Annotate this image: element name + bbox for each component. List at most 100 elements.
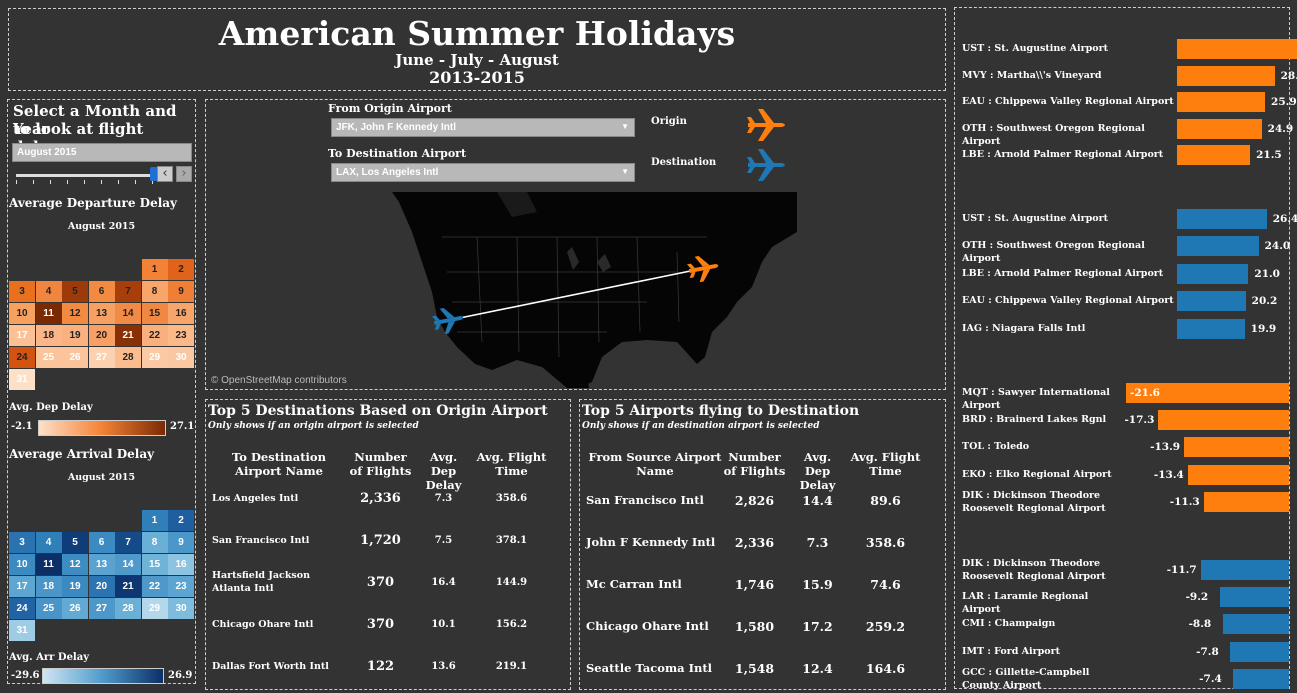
bar[interactable] <box>1184 437 1289 458</box>
calendar-day-cell[interactable]: 11 <box>35 554 62 575</box>
calendar-day-cell[interactable]: 16 <box>168 303 194 324</box>
calendar-day-cell[interactable]: 22 <box>141 576 168 597</box>
bar[interactable] <box>1177 236 1259 257</box>
calendar-day-cell[interactable]: 6 <box>88 532 115 553</box>
calendar-day-cell[interactable]: 31 <box>9 620 35 641</box>
table-header: To Destination Airport Name <box>232 450 326 478</box>
calendar-day-cell[interactable]: 29 <box>141 598 168 619</box>
calendar-day-cell[interactable]: 10 <box>9 303 35 324</box>
calendar-day-cell[interactable]: 23 <box>168 325 194 346</box>
calendar-day-cell[interactable]: 21 <box>115 325 141 346</box>
calendar-day-cell[interactable]: 12 <box>62 303 88 324</box>
month-slider-thumb[interactable] <box>150 167 158 181</box>
calendar-day-cell[interactable]: 20 <box>88 325 115 346</box>
calendar-day-cell[interactable]: 17 <box>9 325 35 346</box>
calendar-day-cell[interactable]: 3 <box>9 532 35 553</box>
calendar-day-cell[interactable]: 3 <box>9 281 35 302</box>
calendar-day-cell[interactable]: 30 <box>168 347 194 368</box>
bar[interactable] <box>1233 668 1289 689</box>
bar[interactable] <box>1177 39 1297 59</box>
dep-calendar-month: August 2015 <box>67 221 136 232</box>
bar[interactable] <box>1177 65 1275 86</box>
calendar-day-cell[interactable]: 1 <box>141 510 168 531</box>
legend-dest-label: Destination <box>651 157 717 168</box>
calendar-day-cell[interactable]: 8 <box>141 532 168 553</box>
calendar-day-cell[interactable]: 16 <box>168 554 194 575</box>
calendar-day-cell[interactable]: 19 <box>62 576 88 597</box>
calendar-day-cell[interactable]: 13 <box>88 554 115 575</box>
calendar-day-cell[interactable]: 5 <box>62 281 88 302</box>
calendar-day-cell[interactable]: 19 <box>62 325 88 346</box>
calendar-day-cell[interactable]: 20 <box>88 576 115 597</box>
calendar-day-cell[interactable]: 9 <box>168 532 194 553</box>
bar[interactable] <box>1126 383 1289 403</box>
dest-select[interactable]: LAX, Los Angeles Intl ▼ <box>331 163 635 182</box>
calendar-day-cell[interactable]: 27 <box>88 598 115 619</box>
calendar-day-cell[interactable]: 1 <box>141 259 168 280</box>
route-map[interactable] <box>207 192 944 388</box>
calendar-day-cell[interactable]: 14 <box>115 303 141 324</box>
calendar-day-cell[interactable]: 2 <box>168 510 194 531</box>
calendar-day-cell[interactable]: 26 <box>62 598 88 619</box>
bar[interactable] <box>1222 614 1289 635</box>
bar[interactable] <box>1177 263 1249 284</box>
bar[interactable] <box>1230 641 1289 662</box>
airport-name-cell: Dallas Fort Worth Intl <box>212 661 329 672</box>
calendar-day-cell[interactable]: 25 <box>35 598 62 619</box>
bar[interactable] <box>1177 92 1266 113</box>
calendar-day-cell[interactable]: 25 <box>35 347 62 368</box>
bar-value-label: -13.4 <box>1153 468 1184 481</box>
bar[interactable] <box>1177 118 1262 139</box>
calendar-day-cell[interactable]: 7 <box>115 532 141 553</box>
calendar-day-cell[interactable]: 21 <box>115 576 141 597</box>
calendar-day-cell[interactable]: 7 <box>115 281 141 302</box>
calendar-day-cell[interactable]: 15 <box>141 554 168 575</box>
calendar-day-cell[interactable]: 31 <box>9 369 35 390</box>
calendar-day-cell[interactable]: 13 <box>88 303 115 324</box>
src-table-title: Top 5 Airports flying to Destination <box>582 403 860 419</box>
calendar-day-cell[interactable]: 11 <box>35 303 62 324</box>
calendar-day-cell[interactable]: 12 <box>62 554 88 575</box>
calendar-day-cell[interactable]: 2 <box>168 259 194 280</box>
calendar-day-cell[interactable]: 24 <box>9 347 35 368</box>
calendar-day-cell[interactable]: 4 <box>35 532 62 553</box>
bar[interactable] <box>1177 318 1245 339</box>
calendar-day-cell[interactable]: 30 <box>168 598 194 619</box>
bar[interactable] <box>1203 491 1289 512</box>
bar[interactable] <box>1187 464 1289 485</box>
month-year-select[interactable]: August 2015 <box>12 143 192 162</box>
dep-legend-bar <box>38 420 166 436</box>
calendar-day-cell[interactable]: 17 <box>9 576 35 597</box>
month-selector-panel: Select a Month and Year to look at fligh… <box>7 99 196 684</box>
next-month-button[interactable]: › <box>176 166 192 182</box>
calendar-day-cell[interactable]: 10 <box>9 554 35 575</box>
calendar-day-cell[interactable]: 14 <box>115 554 141 575</box>
bar[interactable] <box>1177 145 1251 166</box>
origin-select[interactable]: JFK, John F Kennedy Intl ▼ <box>331 118 635 137</box>
calendar-day-cell[interactable]: 6 <box>88 281 115 302</box>
calendar-day-cell[interactable]: 15 <box>141 303 168 324</box>
calendar-day-cell[interactable]: 4 <box>35 281 62 302</box>
calendar-day-cell[interactable]: 9 <box>168 281 194 302</box>
bar-category-label: DIK : Dickinson Theodore Roosevelt Regio… <box>962 558 1106 582</box>
calendar-day-cell[interactable]: 8 <box>141 281 168 302</box>
calendar-day-cell[interactable]: 23 <box>168 576 194 597</box>
calendar-day-cell[interactable]: 27 <box>88 347 115 368</box>
calendar-day-cell[interactable]: 29 <box>141 347 168 368</box>
calendar-day-cell[interactable]: 18 <box>35 576 62 597</box>
calendar-day-cell[interactable]: 24 <box>9 598 35 619</box>
prev-month-button[interactable]: ‹ <box>157 166 173 182</box>
bar[interactable] <box>1158 410 1289 431</box>
calendar-day-cell[interactable]: 28 <box>115 347 141 368</box>
month-slider-track[interactable] <box>16 174 154 177</box>
calendar-day-cell[interactable]: 28 <box>115 598 141 619</box>
calendar-day-cell[interactable]: 5 <box>62 532 88 553</box>
bar[interactable] <box>1200 560 1289 580</box>
bar[interactable] <box>1219 587 1289 608</box>
bar[interactable] <box>1177 209 1267 229</box>
dep-legend-label: Avg. Dep Delay <box>9 402 93 413</box>
calendar-day-cell[interactable]: 26 <box>62 347 88 368</box>
calendar-day-cell[interactable]: 22 <box>141 325 168 346</box>
bar[interactable] <box>1177 291 1246 312</box>
calendar-day-cell[interactable]: 18 <box>35 325 62 346</box>
